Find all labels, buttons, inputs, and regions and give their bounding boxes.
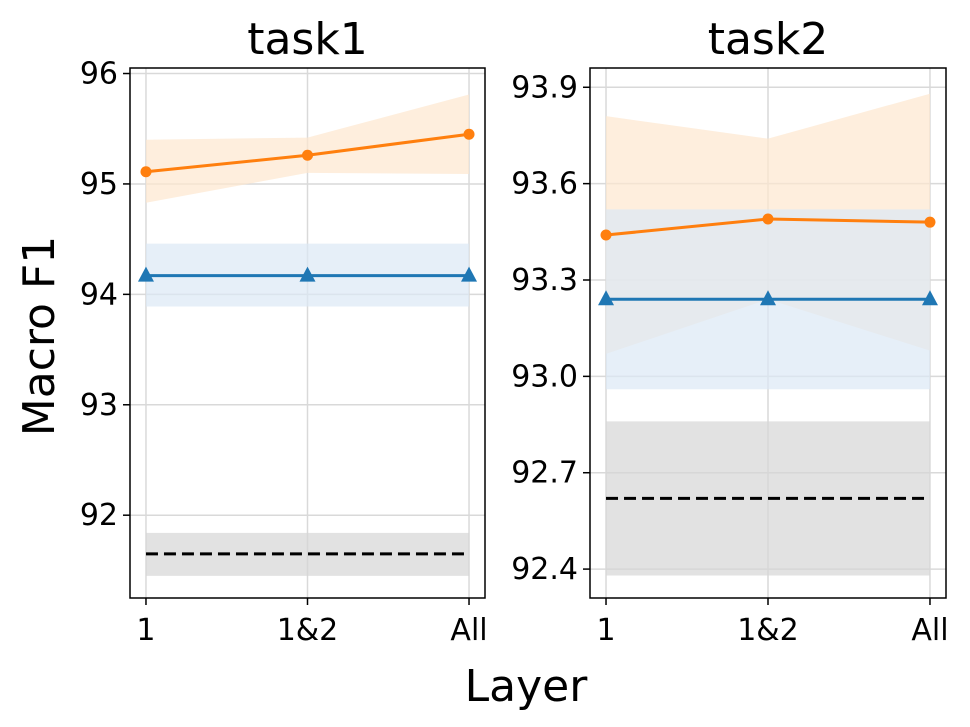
data-point [302, 149, 313, 161]
x-tick-label: All [911, 613, 948, 648]
y-tick-label: 93.0 [511, 359, 578, 394]
y-tick-label: 93 [80, 388, 118, 423]
data-point [140, 166, 152, 178]
data-point [760, 290, 776, 306]
confidence-band [145, 532, 470, 576]
y-tick-label: 92 [80, 498, 118, 533]
y-tick-label: 94 [80, 277, 118, 312]
data-point [137, 266, 154, 282]
panel-task1: 92 93 94 95 96 1 1&2 All task1 [80, 14, 488, 648]
x-tick-label: 1&2 [277, 613, 339, 648]
data-point [299, 266, 316, 282]
y-tick-label: 92.4 [511, 552, 578, 587]
y-tick-label: 93.3 [511, 263, 578, 298]
data-point [921, 290, 938, 306]
panel-task2: 92.4 92.7 93.0 93.3 93.6 93.9 1 1&2 All task2 [511, 14, 948, 648]
y-tick-label: 96 [80, 57, 118, 92]
confidence-band [145, 94, 470, 203]
x-axis-label: Layer [465, 661, 589, 712]
confidence-band [606, 421, 930, 576]
data-point [600, 229, 612, 241]
data-point [463, 128, 475, 140]
data-point [924, 216, 936, 228]
y-tick-label: 95 [80, 167, 118, 202]
y-axis-label: Macro F1 [14, 236, 65, 436]
x-tick-label: All [450, 613, 487, 648]
x-tick-label: 1&2 [737, 613, 799, 648]
data-point [762, 213, 774, 225]
x-tick-label: 1 [136, 613, 155, 648]
data-point [598, 290, 615, 306]
data-point [461, 266, 478, 282]
x-tick-label: 1 [596, 613, 615, 648]
panel-title: task2 [708, 14, 829, 65]
y-tick-label: 92.7 [511, 456, 578, 491]
panel-title: task1 [247, 14, 368, 65]
y-tick-label: 93.9 [511, 70, 578, 105]
y-tick-label: 93.6 [511, 167, 578, 202]
